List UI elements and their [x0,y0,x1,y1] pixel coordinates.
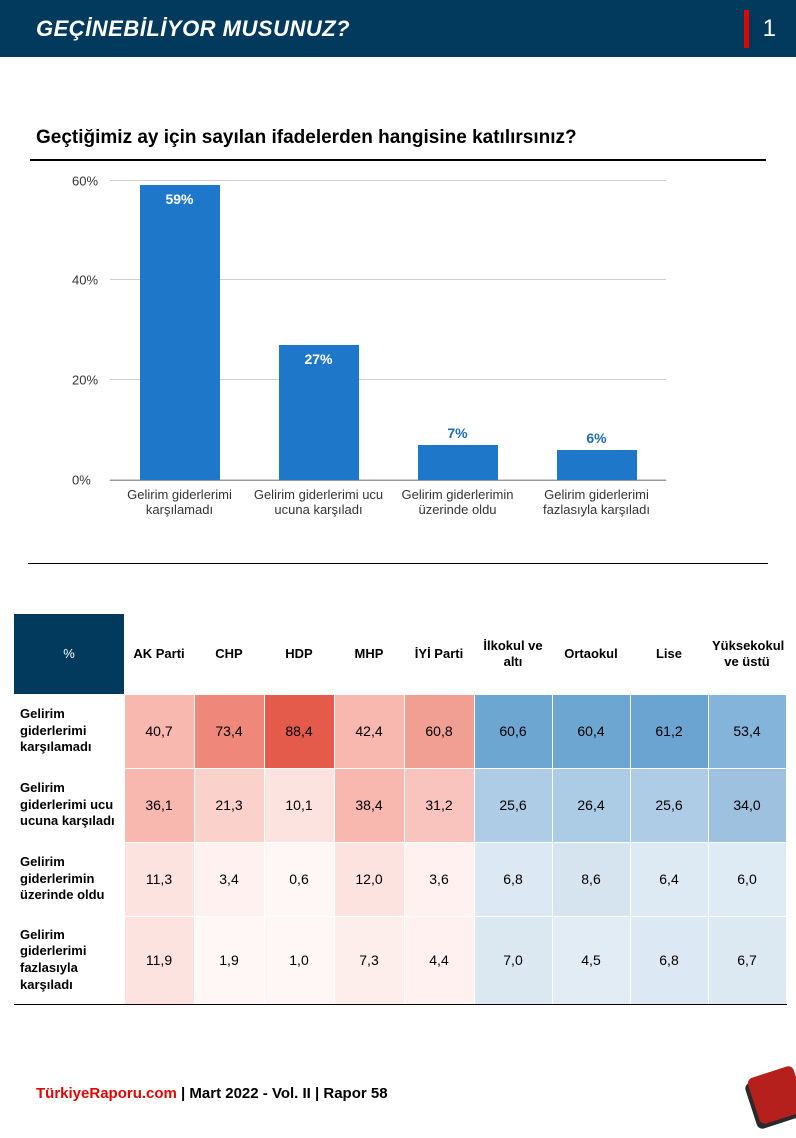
table-cell: 6,8 [474,842,552,916]
table-cell: 60,6 [474,694,552,768]
table-cell: 73,4 [194,694,264,768]
chart-bar: 59% [140,185,220,480]
footer-brand: TürkiyeRaporu.com [36,1085,177,1102]
table-row-header: Gelirim giderlerimi ucu ucuna karşıladı [14,768,124,842]
chart-bar: 6% [557,450,637,480]
table-row-header: Gelirim giderlerimi karşılamadı [14,694,124,768]
bar-chart: 0%20%40%60%59%27%7%6% Gelirim giderlerim… [30,181,766,551]
data-table: %AK PartiCHPHDPMHPİYİ Partiİlkokul ve al… [14,614,787,1005]
page-header: GEÇİNEBİLİYOR MUSUNUZ? 1 [0,0,796,57]
table-column-header: İlkokul ve altı [474,614,552,694]
table-column-header: HDP [264,614,334,694]
bar-value-label: 27% [279,351,359,367]
table-column-header: Lise [630,614,708,694]
table-cell: 40,7 [124,694,194,768]
table-cell: 1,0 [264,916,334,1005]
y-tick-label: 60% [72,173,98,188]
table-cell: 12,0 [334,842,404,916]
table-cell: 11,9 [124,916,194,1005]
table-column-header: CHP [194,614,264,694]
bar-value-label: 7% [418,425,498,441]
y-tick-label: 0% [72,472,91,487]
table-cell: 0,6 [264,842,334,916]
bar-value-label: 59% [140,191,220,207]
corner-decoration-icon [736,1062,796,1138]
table-cell: 88,4 [264,694,334,768]
data-table-wrap: %AK PartiCHPHDPMHPİYİ Partiİlkokul ve al… [14,614,786,1005]
table-cell: 21,3 [194,768,264,842]
table-cell: 6,8 [630,916,708,1005]
table-cell: 34,0 [708,768,786,842]
table-cell: 11,3 [124,842,194,916]
table-cell: 10,1 [264,768,334,842]
page-number-wrap: 1 [744,0,776,57]
table-row-header: Gelirim giderlerimin üzerinde oldu [14,842,124,916]
table-cell: 3,4 [194,842,264,916]
table-cell: 61,2 [630,694,708,768]
table-cell: 7,3 [334,916,404,1005]
table-row-header: Gelirim giderlerimi fazlasıyla karşıladı [14,916,124,1005]
table-cell: 6,7 [708,916,786,1005]
table-column-header: İYİ Parti [404,614,474,694]
table-column-header: Ortaokul [552,614,630,694]
table-column-header: Yüksekokul ve üstü [708,614,786,694]
page-number: 1 [763,15,776,43]
accent-bar [744,10,749,48]
table-cell: 1,9 [194,916,264,1005]
table-column-header: AK Parti [124,614,194,694]
bar-value-label: 6% [557,430,637,446]
y-tick-label: 40% [72,273,98,288]
page-footer: TürkiyeRaporu.com | Mart 2022 - Vol. II … [36,1085,388,1102]
table-cell: 60,8 [404,694,474,768]
table-cell: 26,4 [552,768,630,842]
table-cell: 4,4 [404,916,474,1005]
table-cell: 8,6 [552,842,630,916]
table-cell: 6,0 [708,842,786,916]
x-category-label: Gelirim giderlerimin üzerinde oldu [388,487,527,518]
x-category-label: Gelirim giderlerimi ucu ucuna karşıladı [249,487,388,518]
table-cell: 36,1 [124,768,194,842]
divider [28,563,768,565]
header-title: GEÇİNEBİLİYOR MUSUNUZ? [36,16,350,42]
survey-question: Geçtiğimiz ay için sayılan ifadelerden h… [30,127,766,149]
chart-bar: 7% [418,445,498,480]
chart-bar: 27% [279,345,359,480]
divider [30,159,766,161]
table-cell: 42,4 [334,694,404,768]
table-cell: 53,4 [708,694,786,768]
x-category-label: Gelirim giderlerimi fazlasıyla karşıladı [527,487,666,518]
footer-text: | Mart 2022 - Vol. II | Rapor 58 [177,1085,388,1102]
table-cell: 6,4 [630,842,708,916]
table-cell: 31,2 [404,768,474,842]
table-cell: 60,4 [552,694,630,768]
table-corner: % [14,614,124,694]
table-cell: 38,4 [334,768,404,842]
table-cell: 4,5 [552,916,630,1005]
table-column-header: MHP [334,614,404,694]
x-category-label: Gelirim giderlerimi karşılamadı [110,487,249,518]
table-cell: 7,0 [474,916,552,1005]
table-cell: 3,6 [404,842,474,916]
y-tick-label: 20% [72,372,98,387]
table-cell: 25,6 [474,768,552,842]
table-cell: 25,6 [630,768,708,842]
